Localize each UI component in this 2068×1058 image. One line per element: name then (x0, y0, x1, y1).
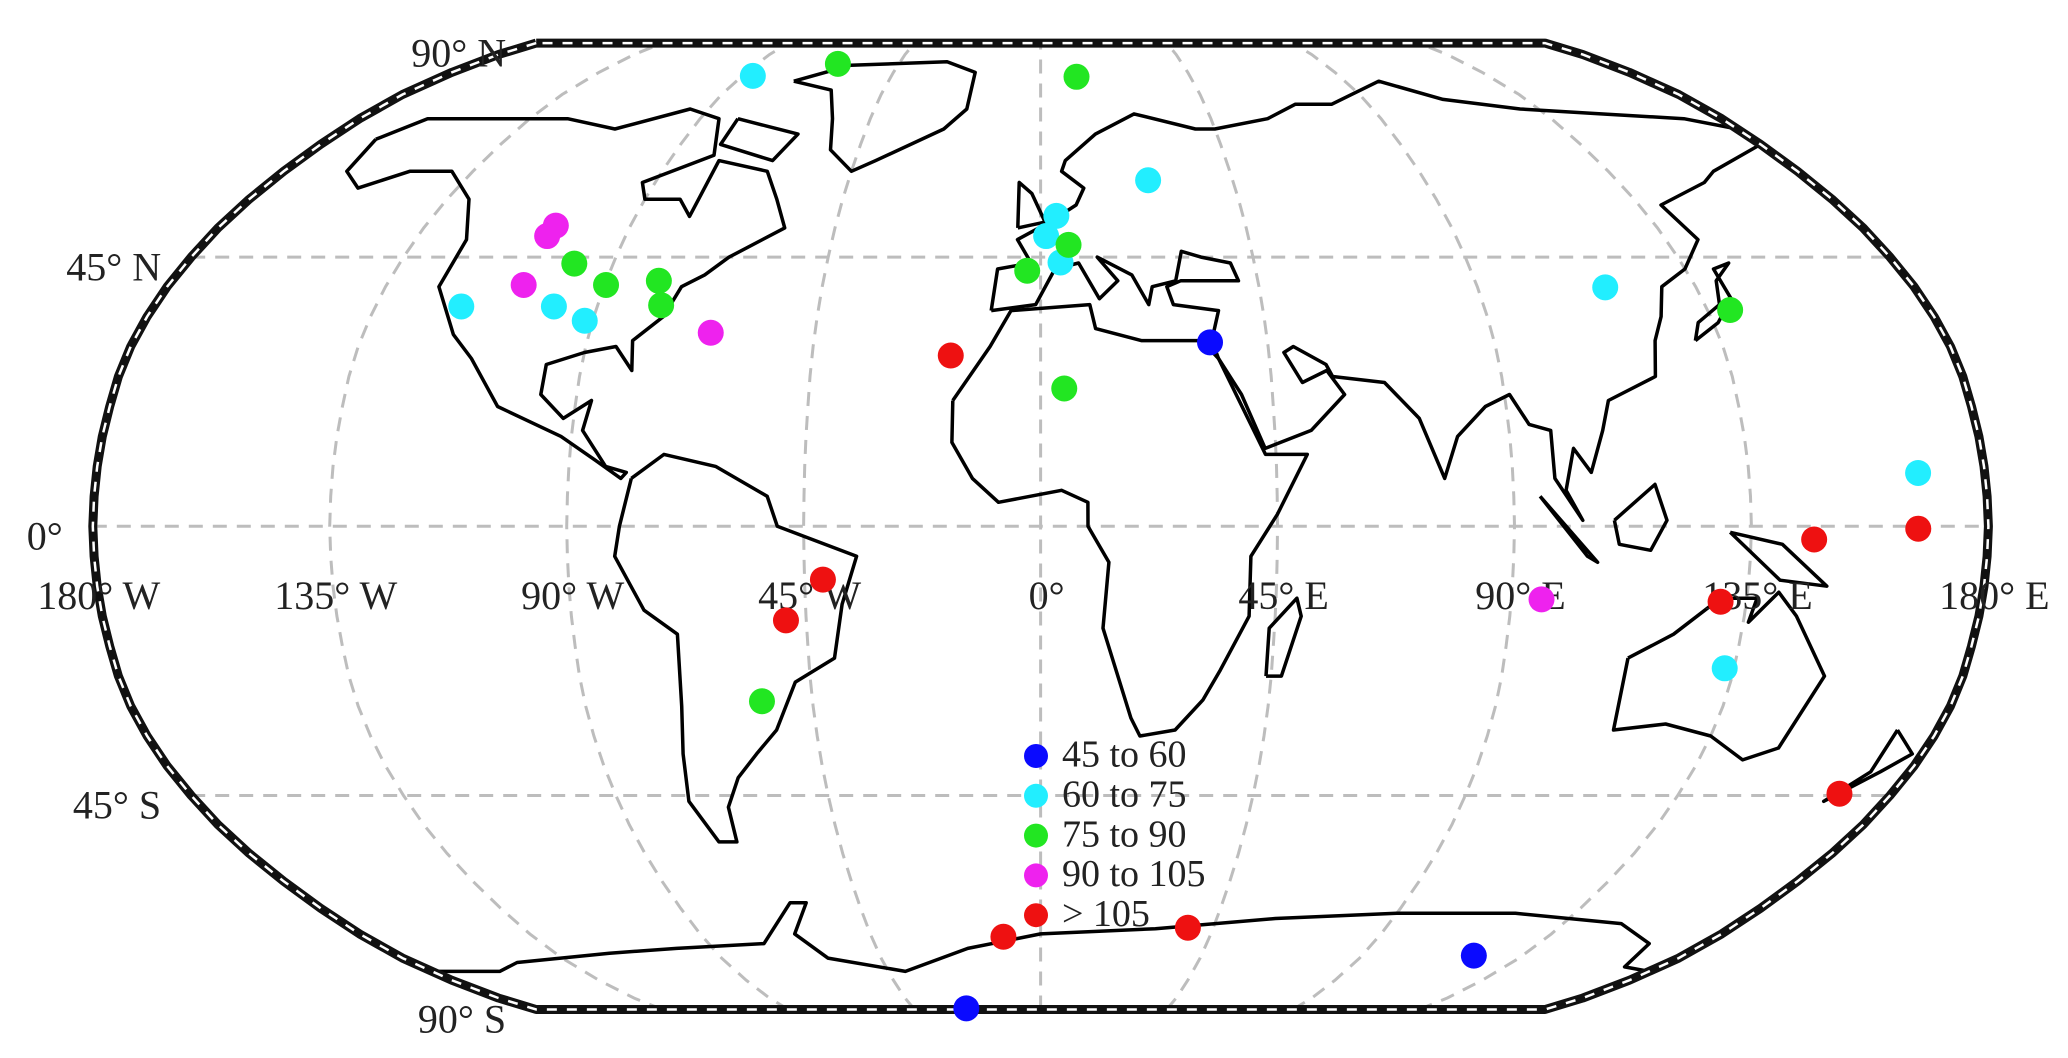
coastline (989, 79, 1763, 523)
station-point (748, 688, 775, 715)
station-point (561, 250, 588, 277)
station-point (1033, 223, 1060, 250)
station-point (571, 307, 598, 334)
coastline (1821, 729, 1915, 804)
station-point (1051, 375, 1078, 402)
station-point (1905, 515, 1932, 542)
station-point (1592, 274, 1619, 301)
grid-line (328, 41, 663, 1011)
station-point (1711, 655, 1738, 682)
legend-label: > 105 (1062, 893, 1150, 935)
station-point (1055, 231, 1082, 258)
station-point (1717, 297, 1744, 324)
legend-label: 90 to 105 (1062, 853, 1206, 895)
station-point (739, 62, 766, 89)
station-point (1460, 942, 1487, 969)
legend-marker (1024, 783, 1048, 808)
y-tick-label: 45° N (66, 244, 161, 289)
station-point (953, 995, 980, 1022)
coastline (1264, 596, 1303, 678)
legend-marker (1024, 863, 1048, 888)
station-point (1135, 167, 1162, 194)
station-point (1063, 63, 1090, 90)
x-tick-label: 45° E (1238, 573, 1328, 618)
station-point (1905, 459, 1932, 486)
station-point (448, 293, 475, 320)
x-tick-label: 180° W (37, 573, 160, 618)
coastline (1612, 482, 1669, 553)
station-point (1174, 914, 1201, 941)
x-tick-label: 45° W (758, 573, 861, 618)
coastline (1728, 530, 1829, 588)
station-point (1043, 202, 1070, 229)
stations (448, 50, 1932, 1022)
coastline (718, 117, 800, 163)
map-frame-group (88, 38, 1993, 1014)
map-frame (88, 38, 1993, 1014)
legend-label: 60 to 75 (1062, 774, 1187, 816)
y-tick-label: 0° (27, 513, 63, 558)
legend-label: 75 to 90 (1062, 813, 1187, 855)
station-point (1014, 257, 1041, 284)
station-point (1197, 329, 1224, 356)
y-tick-label: 90° N (411, 30, 506, 75)
station-point (1707, 588, 1734, 615)
legend-marker (1024, 823, 1048, 848)
station-point (697, 319, 724, 346)
station-point (824, 50, 851, 77)
y-tick-label: 45° S (73, 783, 161, 828)
coastlines (345, 59, 1915, 974)
coastline (612, 452, 859, 844)
station-point (809, 566, 836, 593)
station-point (1801, 526, 1828, 553)
legend-marker (1024, 903, 1048, 928)
station-point (937, 342, 964, 369)
y-tick-label: 90° S (418, 997, 506, 1042)
coastline (432, 901, 1651, 974)
x-tick-label: 0° (1029, 573, 1065, 618)
coastline (345, 107, 787, 481)
station-point (540, 293, 567, 320)
x-tick-label: 90° W (521, 573, 624, 618)
coastline (950, 302, 1310, 738)
x-tick-label: 180° E (1939, 573, 2049, 618)
coastline (1016, 180, 1047, 230)
station-point (1528, 586, 1555, 613)
coastline (1538, 495, 1600, 565)
station-point (510, 271, 537, 298)
legend-marker (1024, 744, 1048, 768)
grid-line (565, 41, 790, 1011)
station-point (593, 271, 620, 298)
legend-label: 45 to 60 (1062, 734, 1187, 776)
station-point (645, 267, 672, 294)
station-point (1826, 780, 1853, 807)
station-point (772, 607, 799, 634)
station-point (990, 923, 1017, 950)
station-point (534, 223, 561, 250)
coastline (793, 59, 977, 174)
x-tick-label: 135° W (274, 573, 397, 618)
station-point (648, 292, 675, 319)
